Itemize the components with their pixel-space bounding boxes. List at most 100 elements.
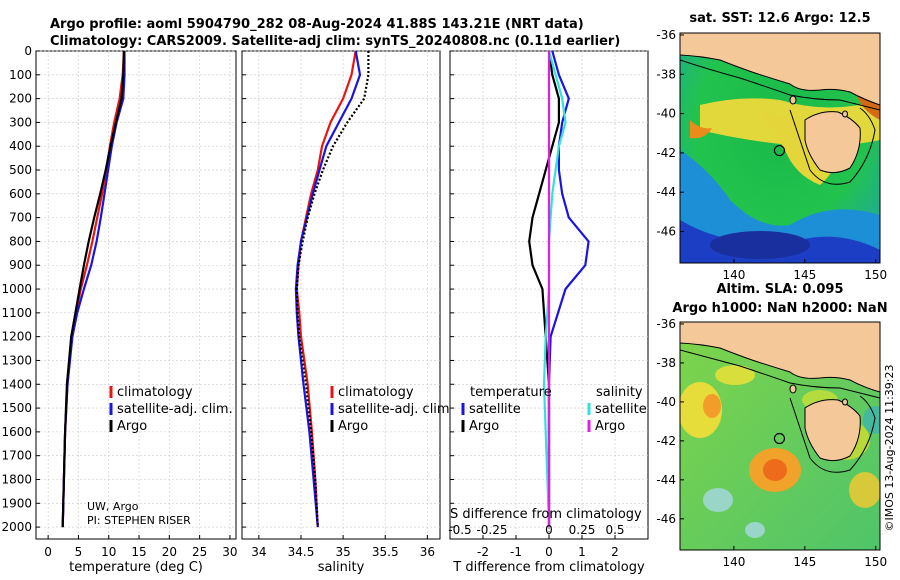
argo-position-marker [773,144,786,157]
x-tick-label: 5 [75,545,83,559]
lon-tick-label: 140 [722,268,745,282]
depth-tick-label: 1900 [1,496,32,510]
salinity-axis-label: salinity [318,560,365,575]
salinity-tick-labels: 34 34.5 35 35.5 36 [251,535,435,559]
temperature-series [61,50,126,528]
lon-tick-label: 140 [722,555,745,569]
sla-map-title-line2: Argo h1000: NaN h2000: NaN [672,301,887,316]
x-tick-label: 0 [545,545,553,559]
lon-tick-label: 145 [793,268,816,282]
lat-tick-label: -40 [656,107,676,121]
imos-timestamp: ©IMOS 13-Aug-2024 11:39:23 [883,365,896,532]
depth-tick-label: 300 [9,115,32,129]
lat-tick-label: -44 [656,473,676,487]
x-tick-label: 36 [420,545,435,559]
s-tick-label: 0.25 [569,523,596,537]
depth-tick-label: 1800 [1,472,32,486]
x-tick-label: -1 [510,545,522,559]
series-argo [61,50,125,528]
salinity-legend: climatology satellite-adj. clim. Argo [330,385,454,434]
series-argo [295,51,370,528]
salinity-series [294,50,370,528]
credits-line1: UW, Argo [87,500,139,513]
difference-grid [450,50,648,539]
x-tick-label: 30 [222,545,237,559]
lat-tick-label: -46 [656,225,676,239]
lat-tick-label: -42 [656,434,676,448]
temperature-tick-labels: 0 5 10 15 20 25 30 [44,535,238,559]
legend-label-sal-argo: Argo [595,419,625,434]
figure-title-line2: Climatology: CARS2009. Satellite-adj cli… [50,34,620,49]
s-difference-tick-labels: -0.5 -0.25 0 0.25 0.5 [448,523,624,537]
depth-tick-label: 1100 [1,306,32,320]
depth-tick-label: 1000 [1,282,32,296]
depth-tick-labels: 0 100 200 300 400 500 600 700 800 900 1000 1100 1200… [1,44,32,534]
lat-tick-label: -44 [656,185,676,199]
x-tick-label: -2 [477,545,489,559]
depth-tick-label: 1200 [1,330,32,344]
salinity-panel: 34 34.5 35 35.5 36 salinity climatology sate… [241,50,454,575]
series-satellite-adj-clim- [294,50,362,528]
sst-map-title: sat. SST: 12.6 Argo: 12.5 [689,11,870,26]
depth-tick-label: 900 [9,258,32,272]
temperature-panel: 0100200300400500600700800900100011001200… [1,44,237,575]
legend-label-satellite: satellite-adj. clim. [338,402,454,417]
x-tick-label: 0 [44,545,52,559]
lat-tick-label: -38 [656,67,676,81]
depth-tick-label: 200 [9,92,32,106]
lat-tick-label: -36 [656,317,676,331]
x-tick-label: 35.5 [372,545,399,559]
x-tick-label: 20 [162,545,177,559]
depth-tick-label: 800 [9,234,32,248]
depth-tick-label: 500 [9,163,32,177]
lat-tick-label: -42 [656,146,676,160]
depth-tick-label: 1700 [1,449,32,463]
s-tick-label: -0.5 [448,523,471,537]
legend-label-argo: Argo [117,419,147,434]
temperature-axis-label: temperature (deg C) [69,560,203,575]
lon-tick-label: 150 [864,555,887,569]
legend-label-argo: Argo [338,419,368,434]
sla-map: Altim. SLA: 0.095 Argo h1000: NaN h2000:… [656,282,887,569]
legend-header-salinity: salinity [596,385,643,400]
s-difference-axis-label: S difference from climatology [450,507,642,522]
figure-title-line1: Argo profile: aoml 5904790_282 08-Aug-20… [50,17,584,32]
difference-legend: temperature salinity satellite Argo sate… [461,385,647,434]
legend-label-temp-satellite: satellite [469,402,521,417]
lat-tick-label: -46 [656,512,676,526]
sst-map-ticks: 140 145 150 -36 -38 -40 -42 -44 -46 [656,28,887,282]
depth-tick-label: 700 [9,211,32,225]
lat-tick-label: -36 [656,28,676,42]
lat-tick-label: -40 [656,395,676,409]
argo-position-marker [773,432,786,445]
x-tick-label: 34 [251,545,266,559]
x-tick-label: 34.5 [288,545,315,559]
s-tick-label: 0.5 [605,523,624,537]
lon-tick-label: 150 [864,268,887,282]
t-difference-axis-label: T difference from climatology [452,560,645,575]
depth-tick-label: 1300 [1,353,32,367]
depth-tick-label: 1500 [1,401,32,415]
t-difference-tick-labels: -2 -1 0 1 2 [477,535,619,559]
x-tick-label: 35 [335,545,350,559]
difference-series [528,50,590,528]
x-tick-label: 10 [101,545,116,559]
sst-map: sat. SST: 12.6 Argo: 12.5 140 145 150 -36 -3… [656,11,887,282]
credits-line2: PI: STEPHEN RISER [87,514,191,527]
legend-label-satellite: satellite-adj. clim. [117,402,233,417]
x-tick-label: 25 [192,545,207,559]
salinity-grid [242,50,440,539]
salinity-axes [241,50,441,540]
x-tick-label: 15 [131,545,146,559]
legend-header-temperature: temperature [470,385,552,400]
depth-tick-label: 1600 [1,425,32,439]
sla-map-title-line1: Altim. SLA: 0.095 [717,282,844,297]
depth-tick-label: 600 [9,187,32,201]
lat-tick-label: -38 [656,356,676,370]
x-tick-label: 1 [578,545,586,559]
temperature-axes [35,50,237,540]
depth-tick-label: 2000 [1,520,32,534]
lon-tick-label: 145 [793,555,816,569]
legend-label-temp-argo: Argo [469,419,499,434]
